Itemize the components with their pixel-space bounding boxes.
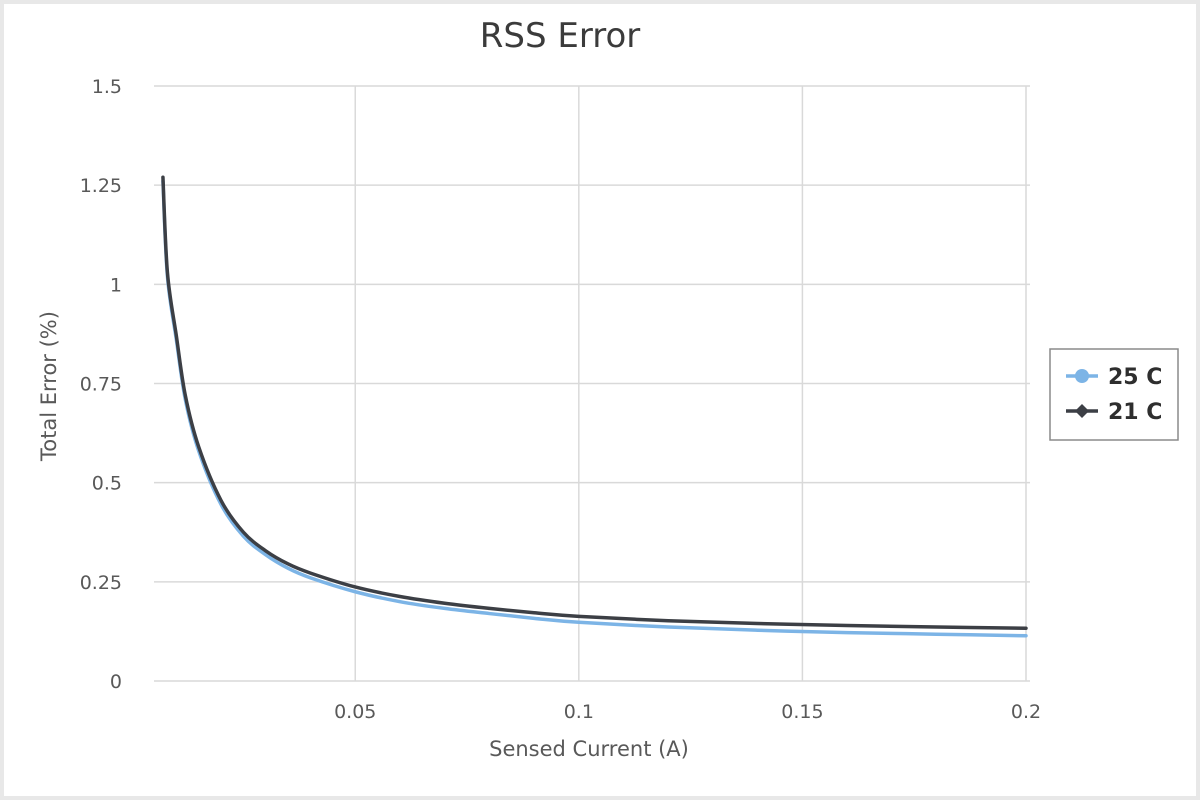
series-lines [161,175,1028,638]
chart-title: RSS Error [480,16,640,56]
legend-box [1049,348,1179,441]
y-tick-label: 0.75 [80,374,122,396]
chart-frame: RSS Error 0 0.25 0.5 0.75 1 1.25 1.5 0.05 0.1 0.… [4,4,1196,796]
legend: 25 C 21 C [1049,348,1179,441]
y-axis-title: Total Error (%) [37,311,61,462]
series-line-21-c [161,175,1028,630]
legend-label: 21 C [1108,400,1162,425]
x-tick-label: 0.1 [564,701,594,723]
y-tick-label: 1 [110,274,122,296]
x-tick-label: 0.05 [334,701,376,723]
legend-label: 25 C [1108,365,1162,390]
x-axis-title: Sensed Current (A) [489,737,689,761]
x-tick-label: 0.2 [1011,701,1041,723]
gridlines [154,85,1030,682]
legend-marker-diamond [1075,404,1089,418]
y-tick-label: 1.25 [80,175,122,197]
legend-marker-circle [1075,369,1089,383]
x-tick-label: 0.15 [781,701,823,723]
y-tick-label: 1.5 [92,76,122,98]
y-tick-label: 0.25 [80,572,122,594]
y-tick-label: 0.5 [92,473,122,495]
legend-items: 25 C 21 C [1066,365,1162,425]
y-tick-label: 0 [110,671,122,693]
x-tick-labels: 0.05 0.1 0.15 0.2 [334,701,1041,723]
y-tick-labels: 0 0.25 0.5 0.75 1 1.25 1.5 [80,76,122,693]
